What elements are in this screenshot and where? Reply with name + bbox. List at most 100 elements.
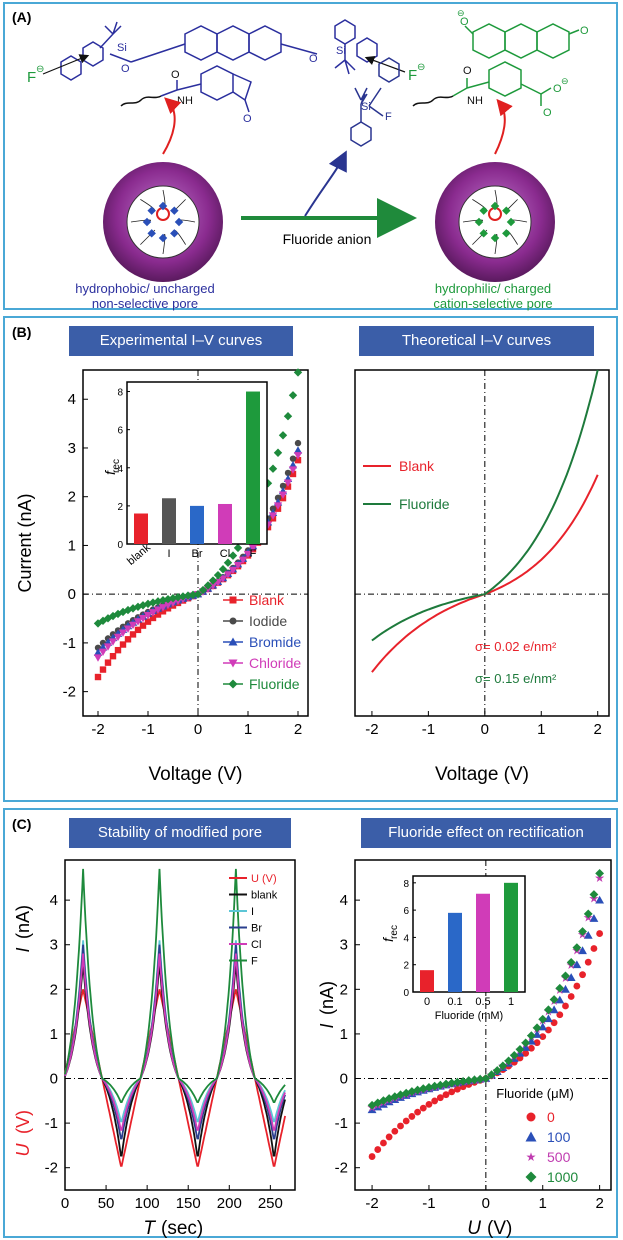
- stab-xlabel: T: [143, 1218, 156, 1239]
- pore-left-head: [170, 206, 179, 215]
- exp-legend-label: Fluoride: [249, 676, 300, 692]
- exp-point-chloride: [228, 566, 238, 575]
- exp-ytick-label: 3: [68, 440, 76, 457]
- fluo-ytick-label: 3: [340, 937, 348, 954]
- phenolate-o: O: [460, 16, 469, 28]
- fluo-point: [453, 1077, 462, 1087]
- fluo-point: [583, 930, 593, 939]
- fluo-series: [367, 868, 605, 1110]
- fluo-point: [555, 995, 565, 1004]
- exp-point-fluoride: [183, 591, 193, 600]
- stab-ylabel-i-unit: (nA): [13, 905, 33, 939]
- theo-xlabel: Voltage (V): [435, 764, 529, 785]
- exp-inset-xtick-label: F: [250, 548, 257, 560]
- theo-xtick-label: 2: [594, 721, 602, 738]
- exp-point-chloride: [168, 599, 178, 608]
- fluo-point: [549, 1005, 559, 1014]
- theo-xtick-label: 0: [481, 721, 489, 738]
- stab-curve: [64, 989, 286, 1167]
- fluo-inset-ytick-label: 8: [403, 879, 409, 890]
- fluo-inset-ytick-label: 0: [403, 988, 409, 999]
- panel-a-label: (A): [12, 9, 32, 25]
- panel-c-label: (C): [12, 816, 32, 832]
- fluo-inset-xtick-label: 1: [508, 996, 514, 1008]
- exp-point-chloride: [93, 654, 103, 662]
- fluo-legend-label: 1000: [547, 1169, 578, 1185]
- exp-point-iodide: [279, 482, 287, 490]
- fluo-point: [470, 1075, 479, 1085]
- exp-point-chloride: [103, 643, 113, 651]
- pore-right-head: [479, 229, 488, 238]
- stab-xtick-label: 250: [258, 1195, 283, 1212]
- fluoride-ion-right: F: [408, 67, 417, 84]
- exp-point-blank: [144, 618, 152, 625]
- fluoride-ion-left: F: [27, 69, 36, 86]
- stab-frame: [64, 859, 296, 1191]
- exp-point-fluoride: [158, 596, 168, 605]
- fluo-ylabel-unit: (nA): [317, 981, 337, 1015]
- fluo-inset-ytick-label: 6: [403, 906, 409, 917]
- pore-right-head: [479, 206, 488, 215]
- pore-right-head: [490, 201, 500, 211]
- pore-left-head: [158, 201, 168, 211]
- stab-legend-label: Br: [251, 923, 262, 935]
- fluoride-effect-header: Fluoride effect on rectification: [361, 818, 611, 848]
- fluo-xtick-label: 0: [482, 1195, 490, 1212]
- exp-inset-bar: [218, 503, 232, 544]
- exp-xtick-label: 1: [244, 721, 252, 738]
- exp-point-chloride: [233, 561, 243, 570]
- exp-frame: [82, 369, 309, 717]
- pore-right-head: [502, 229, 511, 238]
- exp-legend-marker: [228, 659, 238, 668]
- exp-xtick-label: 2: [294, 721, 302, 738]
- pore-left-head: [158, 233, 168, 243]
- pore-left-head: [147, 206, 156, 215]
- fluo-point: ★: [594, 871, 605, 885]
- stab-xtick-label: 150: [176, 1195, 201, 1212]
- tbdpsf-molecule: [350, 57, 400, 147]
- exp-point-blank: [139, 622, 147, 629]
- exp-inset-bar: [162, 498, 176, 544]
- exp-legend-label: Iodide: [249, 613, 287, 629]
- stab-ylabel-u: U: [13, 1143, 33, 1157]
- si-label-left: Si: [117, 42, 127, 54]
- exp-inset-ytick-label: 0: [117, 540, 123, 551]
- panel-c: (C) Stability of modified pore Fluoride …: [3, 808, 618, 1239]
- fluo-point: [566, 973, 576, 981]
- pore-right-head: [490, 233, 500, 243]
- stab-xtick-label: 100: [135, 1195, 160, 1212]
- exp-inset-bar: [190, 505, 204, 544]
- fluo-point: [579, 971, 586, 979]
- stab-xtick-label: 0: [61, 1195, 69, 1212]
- exp-point-chloride: [148, 609, 158, 617]
- exp-point-chloride: [243, 550, 253, 559]
- fluo-point: [561, 984, 570, 993]
- o-label-right: O: [309, 53, 318, 65]
- stab-ylabel-i: I: [13, 947, 33, 952]
- fluo-ytick-label: 1: [340, 1026, 348, 1043]
- fluo-point: [425, 1101, 433, 1108]
- stab-legend-label: U (V): [251, 873, 277, 885]
- exp-point-chloride: [218, 575, 228, 583]
- fluo-ylabel: I: [317, 1023, 337, 1028]
- fluo-inset-bar: [420, 970, 434, 992]
- exp-point-chloride: [138, 615, 148, 623]
- fluo-point: [391, 1127, 399, 1135]
- o-label-left: O: [121, 63, 130, 75]
- exp-xtick-label: -1: [141, 721, 154, 738]
- phenolate-charge: ⊖: [457, 8, 465, 18]
- sigma-green-label: σ= 0.15 e/nm²: [475, 671, 557, 686]
- exp-ytick-label: 2: [68, 489, 76, 506]
- sigma-red-label: σ= 0.02 e/nm²: [475, 639, 557, 654]
- charge-left: ⊖: [36, 64, 44, 75]
- stab-legend-label: F: [251, 956, 258, 968]
- exp-inset-ytick-label: 8: [117, 388, 123, 399]
- theo-xtick-label: 1: [537, 721, 545, 738]
- exp-inset-xtick-label: Cl: [220, 548, 230, 560]
- exp-point-fluoride: [268, 464, 278, 473]
- exp-point-fluoride: [278, 431, 288, 440]
- fluo-legend-label: 0: [547, 1109, 555, 1125]
- exp-point-fluoride: [133, 602, 143, 611]
- theo-xtick-label: -1: [422, 721, 435, 738]
- fluo-point: [414, 1108, 421, 1116]
